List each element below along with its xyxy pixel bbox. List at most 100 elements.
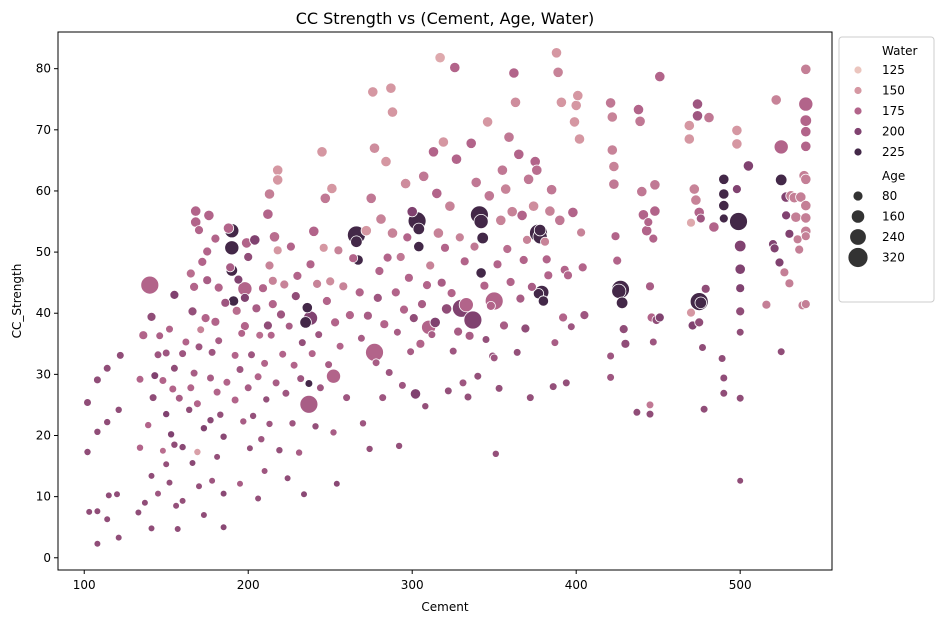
data-point	[479, 280, 490, 291]
data-point	[717, 354, 727, 363]
data-point	[769, 243, 780, 254]
data-point	[611, 283, 627, 299]
data-point	[357, 333, 366, 343]
data-point	[170, 440, 179, 449]
data-point	[690, 194, 702, 206]
data-point	[550, 47, 563, 59]
legend-hue-marker	[853, 65, 863, 75]
data-point	[443, 386, 453, 396]
data-point	[718, 188, 730, 200]
y-axis-label: CC_Strength	[10, 264, 24, 339]
data-point	[202, 246, 213, 257]
data-point	[415, 338, 426, 349]
data-point	[403, 272, 414, 283]
data-point	[473, 213, 489, 229]
data-point	[799, 114, 813, 127]
data-point	[135, 443, 144, 452]
legend-size-title: Age	[882, 169, 905, 183]
data-point	[314, 330, 324, 339]
data-point	[212, 387, 222, 397]
data-point	[297, 338, 307, 347]
data-point	[649, 205, 661, 217]
data-point	[412, 222, 426, 236]
data-point	[187, 306, 198, 317]
data-point	[449, 61, 461, 74]
data-point	[448, 346, 458, 356]
legend-size-marker	[850, 209, 866, 224]
y-tick-label: 60	[36, 184, 51, 198]
x-tick-label: 500	[729, 578, 752, 592]
data-point	[409, 388, 422, 400]
data-point	[162, 410, 171, 419]
data-point	[606, 373, 615, 382]
x-axis-label: Cement	[421, 600, 468, 614]
data-point	[612, 255, 623, 266]
data-point	[199, 424, 208, 433]
data-point	[246, 444, 254, 453]
data-point	[300, 490, 308, 499]
data-point	[770, 94, 782, 106]
data-point	[318, 242, 329, 253]
data-point	[531, 164, 543, 176]
data-point	[200, 511, 208, 519]
data-point	[173, 525, 182, 533]
data-point	[718, 200, 730, 212]
data-point	[102, 363, 112, 373]
data-point	[371, 358, 381, 368]
x-axis-ticks: 100 200 300 400 500	[73, 570, 752, 592]
data-point	[604, 97, 617, 109]
data-point	[165, 324, 174, 334]
data-point	[230, 351, 240, 360]
data-point	[372, 292, 383, 303]
data-point	[348, 253, 359, 264]
data-point	[236, 479, 244, 488]
data-point	[558, 312, 568, 323]
data-point	[148, 393, 158, 402]
data-point	[299, 394, 319, 414]
data-point	[516, 209, 528, 221]
data-point	[683, 133, 695, 145]
x-tick-label: 300	[401, 578, 424, 592]
data-point	[178, 443, 187, 452]
data-point	[509, 96, 522, 108]
data-point	[265, 419, 274, 428]
data-point	[224, 240, 240, 256]
data-point	[83, 447, 92, 456]
data-point	[105, 491, 113, 500]
data-point	[522, 173, 535, 185]
data-point	[288, 419, 297, 428]
x-tick-label: 400	[565, 578, 588, 592]
data-point	[470, 176, 482, 188]
data-point	[444, 200, 456, 212]
data-point	[324, 360, 333, 369]
data-point	[476, 231, 489, 245]
data-point	[154, 489, 162, 498]
data-point	[492, 259, 503, 270]
data-point	[208, 476, 216, 485]
data-point	[579, 310, 590, 321]
chart-title: CC Strength vs (Cement, Age, Water)	[296, 9, 595, 28]
data-point	[272, 174, 284, 186]
data-point	[719, 373, 729, 383]
legend-hue-entries: 125 150 175 200 225	[853, 63, 905, 159]
data-point	[735, 327, 745, 337]
data-point	[140, 275, 160, 295]
data-point	[775, 173, 788, 187]
data-point	[382, 252, 393, 263]
data-point	[326, 182, 338, 195]
x-tick-label: 100	[73, 578, 96, 592]
data-point	[344, 310, 355, 321]
legend-hue-marker	[853, 106, 863, 116]
data-point	[225, 262, 236, 273]
data-point	[243, 383, 253, 393]
data-point	[500, 183, 512, 195]
data-point	[308, 225, 320, 237]
legend-hue-marker	[853, 127, 863, 136]
data-point	[227, 295, 240, 307]
data-point	[520, 323, 531, 334]
data-point	[138, 330, 149, 341]
data-point	[761, 299, 772, 310]
data-point	[384, 368, 394, 377]
data-point	[784, 278, 795, 289]
data-point	[103, 515, 111, 524]
